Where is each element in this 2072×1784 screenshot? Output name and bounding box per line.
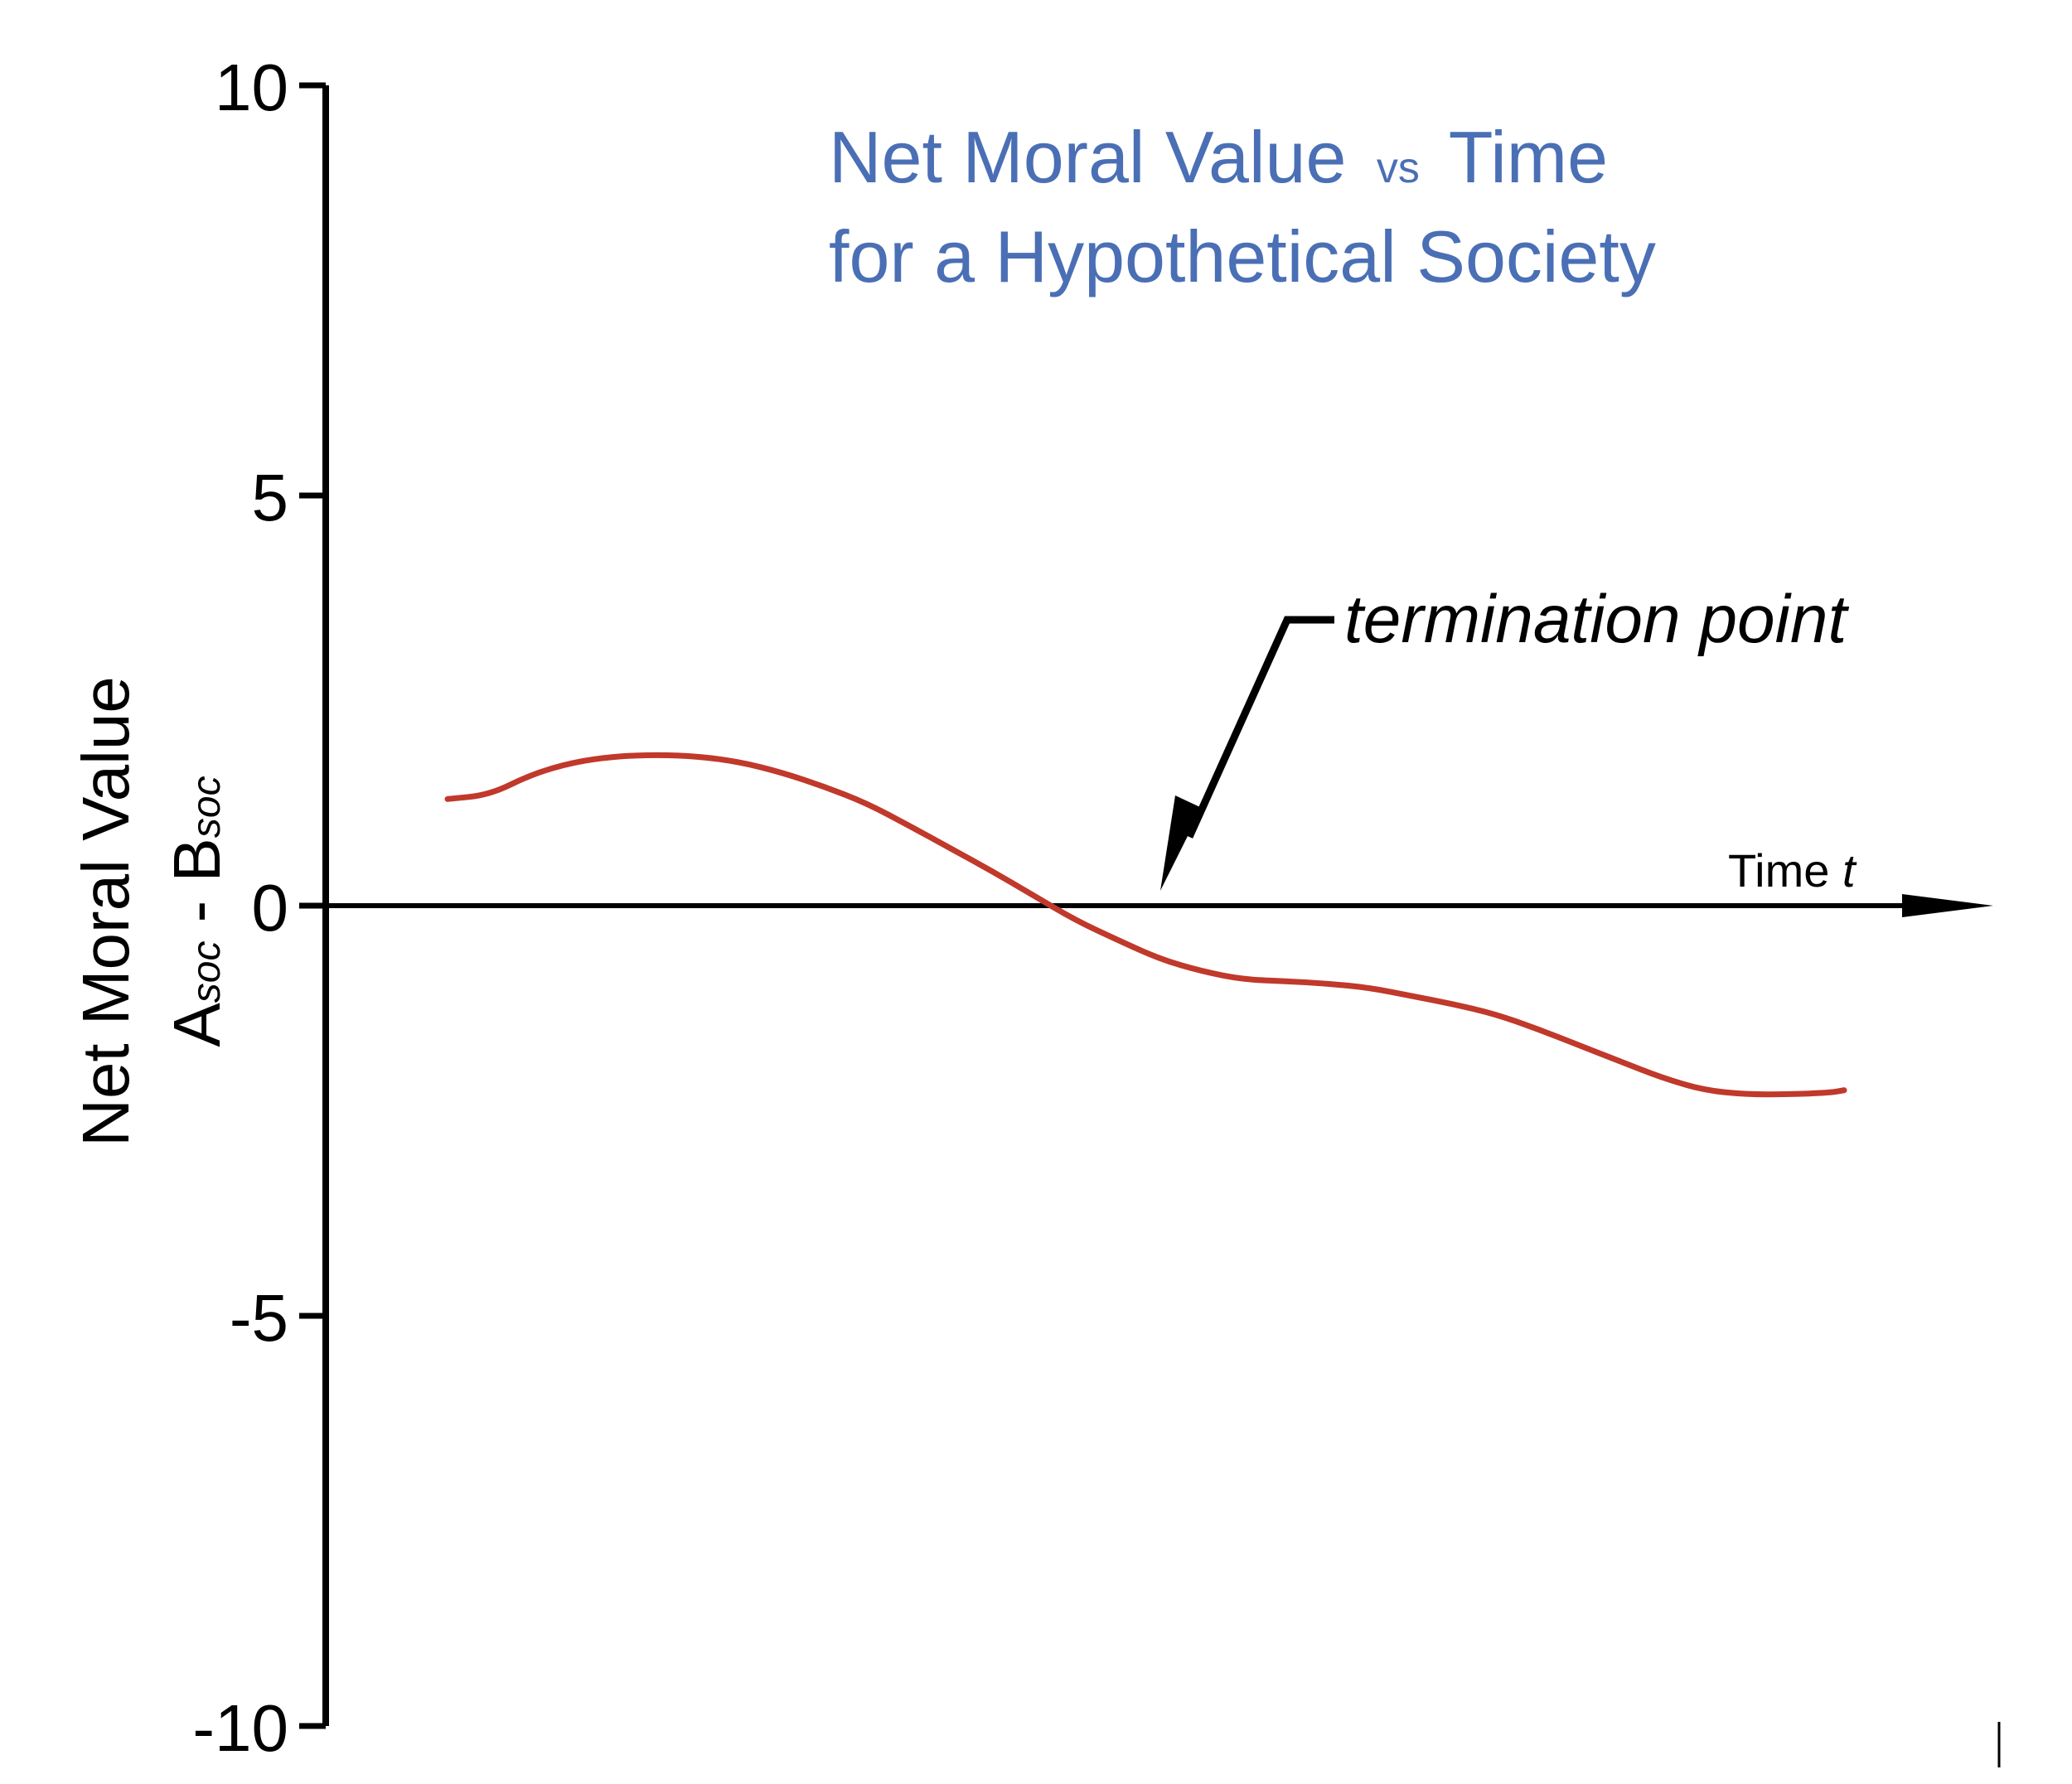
y-tick-label: 0 <box>252 871 289 945</box>
y-axis-expr-a-sub: soc <box>185 941 229 1003</box>
plot-area <box>444 752 1847 1098</box>
x-axis-arrowhead <box>1902 894 1993 917</box>
y-axis-label: Net Moral Value <box>69 676 143 1147</box>
x-axis-label: Time t <box>1728 844 1857 897</box>
y-axis-expr-sep: - <box>160 882 234 940</box>
y-tick-label: 5 <box>252 461 289 534</box>
y-tick-label: -10 <box>192 1691 288 1765</box>
y-axis-expression: Asoc - Bsoc <box>160 776 234 1047</box>
annotation-label: termination point <box>1344 582 1849 657</box>
x-axis-label-text: Time <box>1728 844 1829 897</box>
y-ticks: 10 5 0 -5 -10 <box>192 51 326 1765</box>
y-axis-expr-b: B <box>160 838 234 882</box>
annotation-arrowhead <box>1160 795 1202 891</box>
termination-annotation: termination point <box>1160 582 1849 891</box>
chart-title: Net Moral Value vs Time <box>829 116 1608 198</box>
y-axis-expr-a: A <box>160 1003 234 1047</box>
y-axis-expr-b-sub: soc <box>185 776 229 838</box>
chart-title-vs: vs <box>1377 144 1420 192</box>
chart-title-part2: Time <box>1449 116 1608 198</box>
x-axis-label-var: t <box>1842 844 1857 897</box>
chart-title-part1: Net Moral Value <box>829 116 1346 198</box>
annotation-leader-line <box>1185 616 1334 839</box>
series-line <box>444 752 1847 1098</box>
y-tick-label: -5 <box>230 1281 288 1355</box>
chart-title-line2: for a Hypothetical Society <box>829 215 1656 297</box>
y-tick-label: 10 <box>215 51 288 124</box>
axes <box>322 85 1993 1726</box>
